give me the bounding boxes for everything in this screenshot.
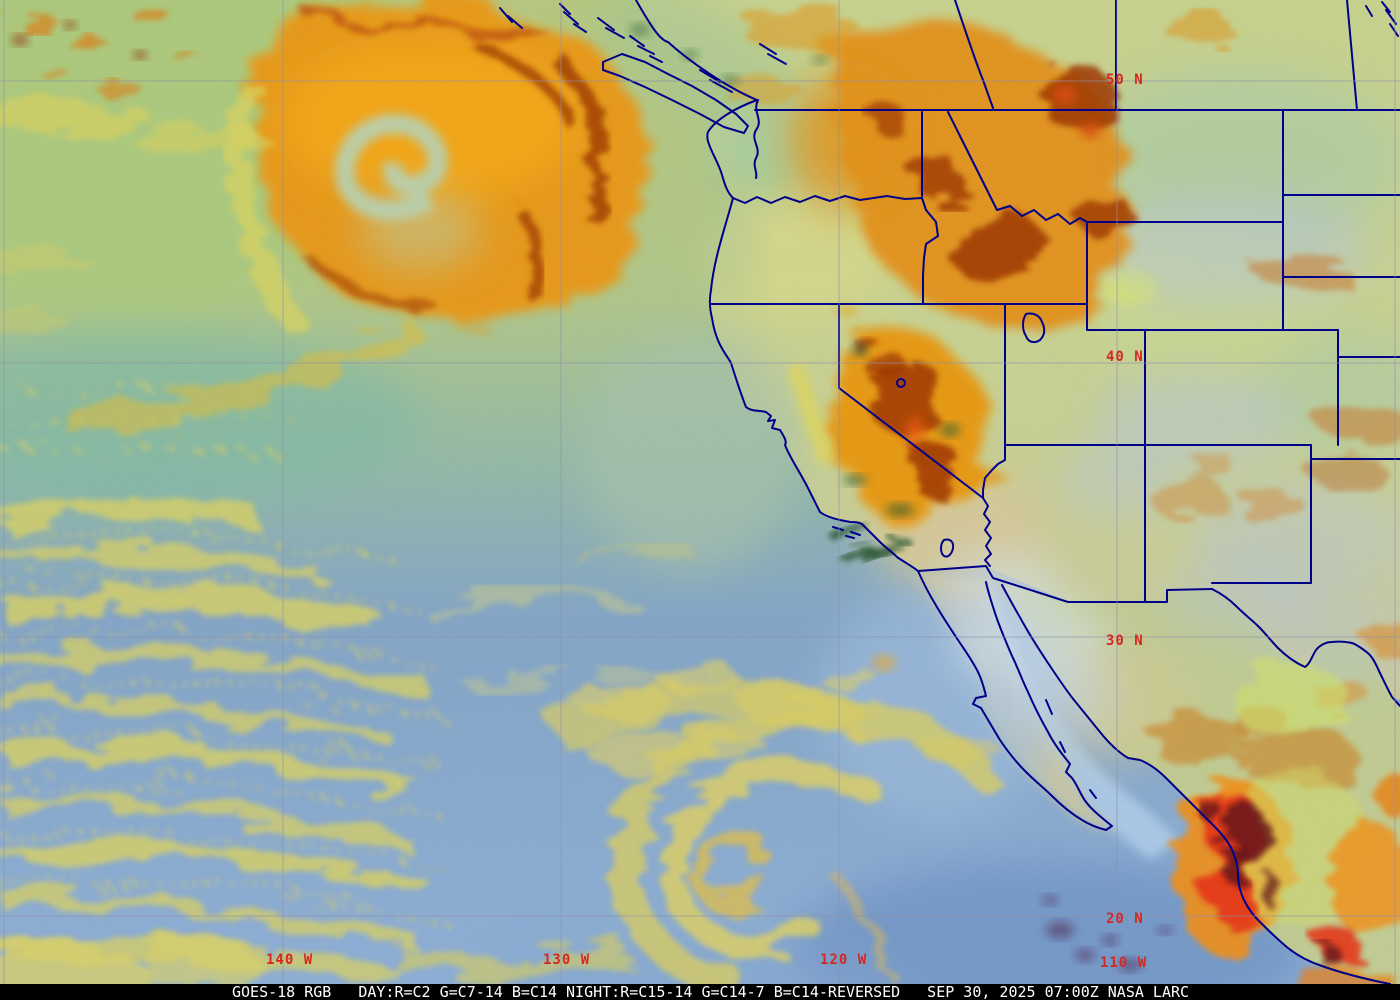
lon-label-140w: 140 W [266, 952, 313, 968]
border-colorado-river [982, 444, 1006, 567]
lon-label-110w: 110 W [1100, 955, 1147, 971]
grid-labels: 50 N 40 N 30 N 20 N 140 W 130 W 120 W 11… [266, 72, 1147, 971]
lon-label-130w: 130 W [543, 952, 590, 968]
border-bc-ab [954, 0, 994, 109]
gulf-islands [1045, 699, 1097, 799]
lon-label-120w: 120 W [820, 952, 867, 968]
pyramid-lake [896, 378, 906, 388]
border-us-mexico [917, 565, 1213, 603]
border-sk-mb [1346, 0, 1358, 111]
border-id-mt [947, 111, 1088, 225]
great-salt-lake [1022, 312, 1046, 344]
lat-label-20n: 20 N [1106, 911, 1144, 927]
border-or-id [921, 197, 939, 305]
caption-day-formula: DAY:R=C2 G=C7-14 B=C14 [358, 983, 558, 1000]
coastline-baja [917, 570, 1113, 831]
lat-label-30n: 30 N [1106, 633, 1144, 649]
coastline-gulf-east [1001, 584, 1391, 985]
lat-label-50n: 50 N [1106, 72, 1144, 88]
salton-sea [940, 538, 955, 558]
caption-bar: GOES-18 RGB DAY:R=C2 G=C7-14 B=C14 NIGHT… [0, 984, 1400, 1000]
border-wa-or [732, 195, 923, 204]
puget-sound [753, 99, 760, 179]
caption-timestamp: SEP 30, 2025 07:00Z [927, 983, 1099, 1000]
bc-fjords [499, 3, 787, 93]
lat-label-40n: 40 N [1106, 349, 1144, 365]
caption-credit: NASA LARC [1107, 983, 1190, 1000]
coastline-pacific [635, 0, 919, 572]
channel-islands [832, 526, 861, 539]
rio-grande [1211, 588, 1400, 707]
manitoba-lakes [1365, 1, 1399, 37]
caption-night-formula: NIGHT:R=C15-14 G=C14-7 B=C14-REVERSED [566, 983, 901, 1000]
caption-satellite: GOES-18 RGB [232, 983, 332, 1000]
map-borders [499, 0, 1400, 985]
